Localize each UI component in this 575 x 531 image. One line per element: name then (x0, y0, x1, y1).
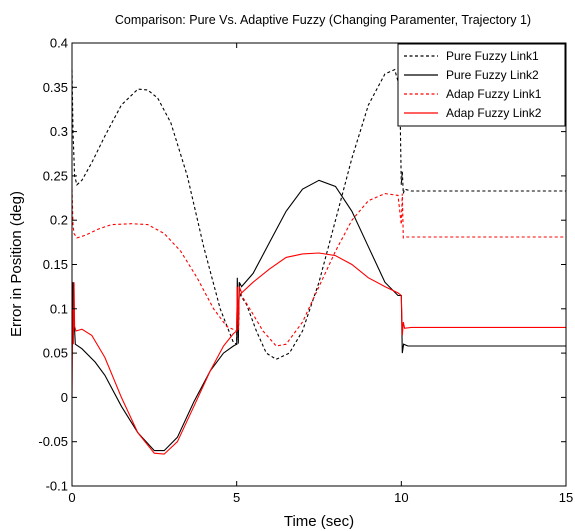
plot-series (71, 68, 566, 455)
legend-label: Pure Fuzzy Link2 (446, 68, 539, 82)
y-axis-title: Error in Position (deg) (8, 191, 25, 337)
series-line-3 (71, 189, 566, 347)
y-tick-label: 0.15 (43, 257, 68, 272)
y-tick-label: 0.05 (43, 346, 68, 361)
y-tick-label: 0.3 (50, 124, 68, 139)
chart-title: Comparison: Pure Vs. Adaptive Fuzzy (Cha… (115, 13, 531, 27)
y-tick-label: 0.2 (50, 213, 68, 228)
legend-label: Pure Fuzzy Link1 (446, 49, 539, 63)
legend-box (397, 43, 566, 127)
x-tick-label: 10 (394, 490, 408, 505)
x-tick-label: 5 (233, 490, 240, 505)
x-tick-label: 15 (559, 490, 573, 505)
y-tick-label: -0.05 (38, 434, 68, 449)
legend-label: Adap Fuzzy Link2 (446, 106, 542, 120)
x-axis-ticks: 0 5 10 15 (68, 43, 573, 505)
x-axis-title: Time (sec) (284, 513, 354, 530)
y-tick-label: -0.1 (46, 479, 68, 494)
y-tick-label: 0.35 (43, 80, 68, 95)
x-tick-label: 0 (68, 490, 75, 505)
y-tick-label: 0.4 (50, 36, 68, 51)
y-axis-ticks: -0.1 -0.05 0 0.05 0.1 0.15 0.2 0.25 0.3 0.35 0.4 (38, 36, 566, 494)
y-tick-label: 0.1 (50, 301, 68, 316)
series-line-2 (71, 179, 566, 452)
y-tick-label: 0 (61, 390, 68, 405)
legend: Pure Fuzzy Link1 Pure Fuzzy Link2 Adap Fuz… (397, 43, 566, 127)
legend-label: Adap Fuzzy Link1 (446, 87, 542, 101)
y-tick-label: 0.25 (43, 168, 68, 183)
series-line-4 (71, 252, 566, 455)
